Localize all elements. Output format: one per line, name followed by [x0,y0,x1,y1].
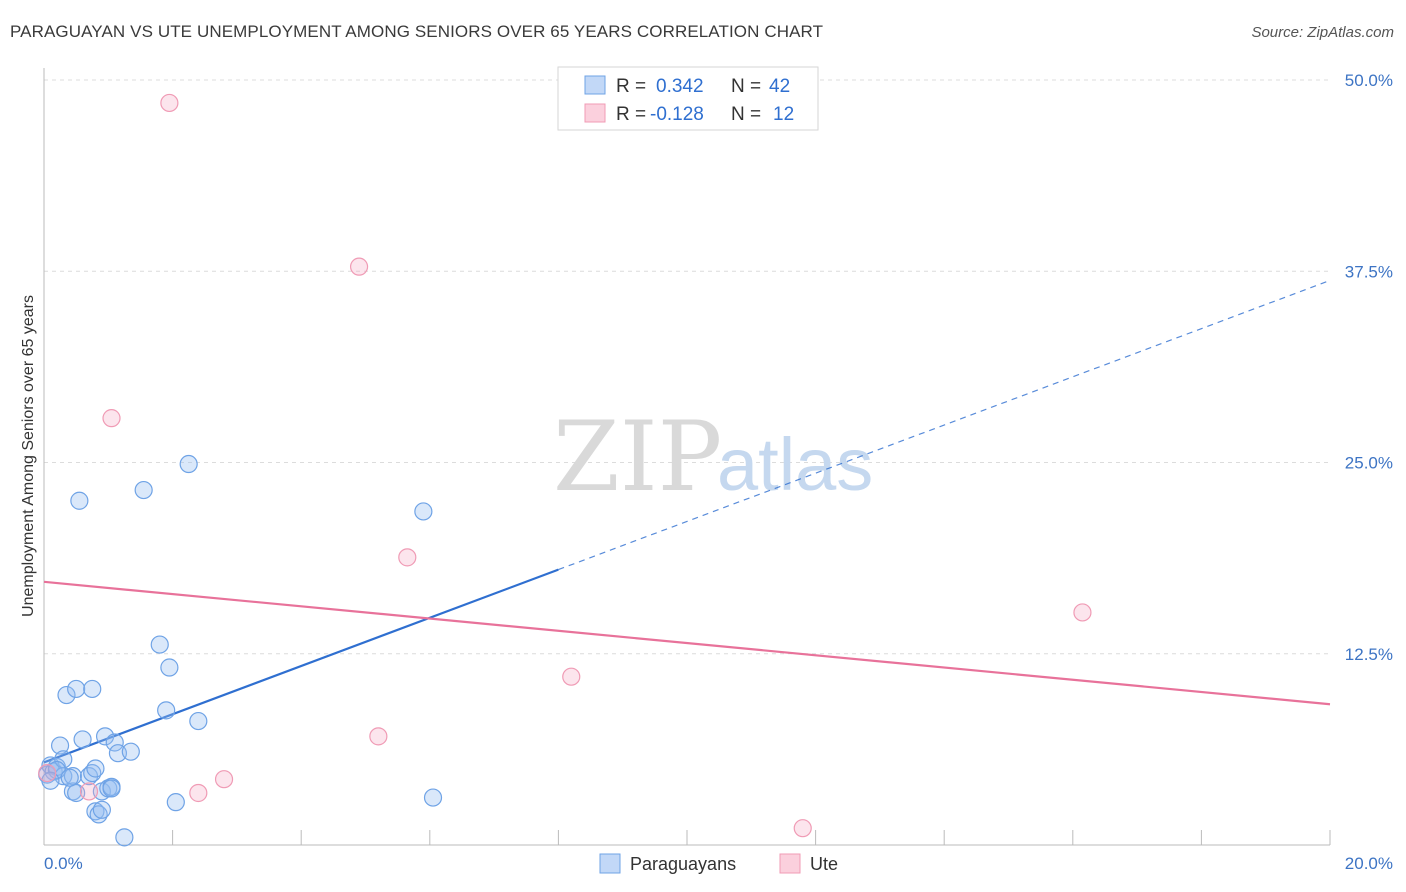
point-paraguayans-31 [150,635,169,654]
points-layer [38,93,1092,847]
watermark-zip: ZIP [553,401,722,513]
point-ute-0 [38,763,57,783]
point-paraguayans-30 [134,480,153,500]
point-paraguayans-11 [67,679,86,699]
legend-r-label-1: R = [616,76,646,97]
point-ute-3 [160,93,179,113]
point-ute-4 [189,783,208,803]
trendline-paraguayans-dashed [558,279,1331,571]
legend-r-value-2: -0.128 [650,104,704,125]
point-paraguayans-15 [83,679,102,699]
point-paraguayans-32 [157,701,176,720]
bottom-legend-swatch-ute [779,853,801,874]
legend-n-label-1: N = [731,76,761,97]
legend-n-value-2: 12 [773,104,794,125]
point-ute-7 [369,727,388,746]
point-paraguayans-33 [160,658,179,677]
trendline-ute [43,580,1331,706]
point-ute-6 [349,257,369,276]
point-paraguayans-28 [115,828,134,847]
series-legend: Paraguayans Ute [599,853,838,874]
source-label: Source: ZipAtlas.com [1251,24,1394,41]
point-paraguayans-36 [189,711,208,731]
y-tick-label-1: 25.0% [1345,454,1393,473]
legend-r-label-2: R = [616,104,646,125]
y-tick-label-0: 12.5% [1345,645,1393,664]
point-ute-1 [79,782,99,801]
point-paraguayans-17 [86,759,105,778]
point-paraguayans-34 [166,793,185,812]
point-ute-10 [793,819,812,838]
point-paraguayans-12 [70,491,89,510]
point-ute-11 [1073,603,1092,622]
legend-n-value-1: 42 [769,76,790,97]
point-paraguayans-29 [121,742,140,761]
point-ute-2 [102,409,121,428]
point-paraguayans-37 [414,502,433,521]
x-tick-label-max: 20.0% [1345,854,1393,873]
point-paraguayans-6 [54,750,73,769]
bottom-legend-label-paraguayans: Paraguayans [630,854,736,874]
axes-layer: 12.5% 25.0% 37.5% 50.0% [43,68,1393,846]
point-paraguayans-35 [179,454,198,474]
point-paraguayans-4 [50,736,70,755]
trendline-paraguayans-solid [43,568,559,764]
legend-r-value-1: 0.342 [656,76,704,97]
point-paraguayans-26 [105,733,124,752]
legend-swatch-ute [584,103,606,123]
point-paraguayans-7 [57,685,76,705]
point-paraguayans-18 [86,802,105,821]
y-tick-label-2: 37.5% [1345,262,1393,281]
point-paraguayans-38 [423,788,443,807]
y-tick-label-3: 50.0% [1345,71,1393,90]
legend-n-label-2: N = [731,104,761,125]
x-tick-label-min: 0.0% [44,854,83,873]
point-ute-8 [398,548,417,567]
y-axis-label: Unemployment Among Seniors over 65 years [20,295,37,617]
grid-layer [44,79,1330,655]
point-paraguayans-20 [92,800,111,819]
point-ute-5 [214,770,234,789]
legend-swatch-paraguayans [584,75,606,95]
point-ute-9 [562,667,581,686]
bottom-legend-label-ute: Ute [810,854,838,874]
point-paraguayans-25 [102,779,121,798]
chart-title: PARAGUAYAN VS UTE UNEMPLOYMENT AMONG SEN… [10,22,824,41]
bottom-legend-swatch-paraguayans [599,853,621,874]
correlation-legend: R = 0.342 N = 42 R = -0.128 N = 12 [557,66,819,131]
watermark-atlas: atlas [717,423,873,506]
point-paraguayans-41 [60,768,79,787]
trendline-layer [43,279,1331,764]
point-paraguayans-22 [95,727,115,746]
point-paraguayans-13 [73,730,92,749]
